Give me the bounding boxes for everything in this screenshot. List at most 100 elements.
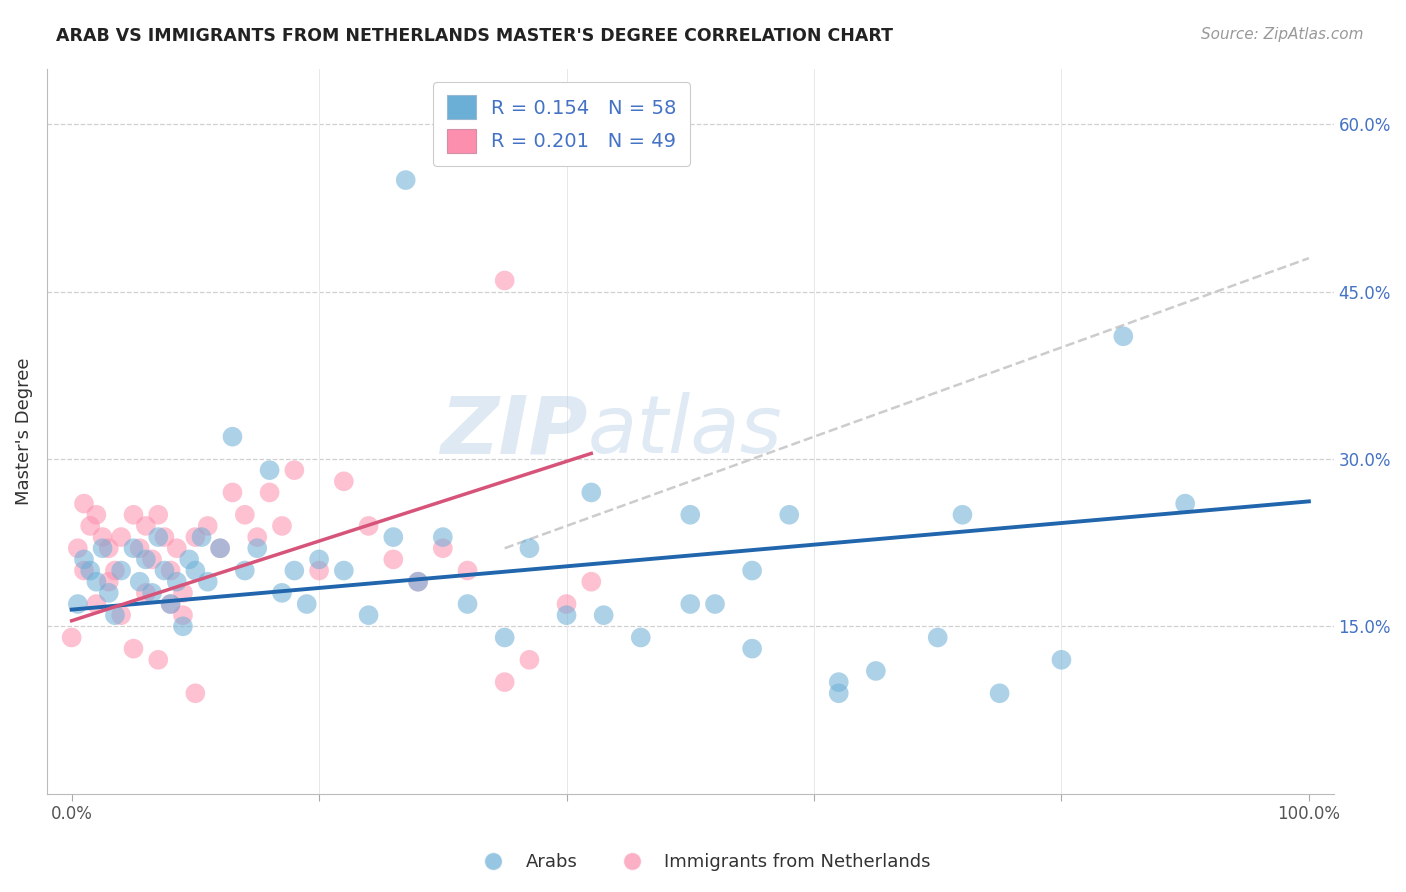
Point [592, 608, 614, 623]
Point [66, 597, 89, 611]
Point [1050, 653, 1073, 667]
Point [271, 519, 294, 533]
Point [778, 508, 800, 522]
Point [952, 508, 974, 522]
Point [519, 653, 541, 667]
Text: ARAB VS IMMIGRANTS FROM NETHERLANDS MASTER'S DEGREE CORRELATION CHART: ARAB VS IMMIGRANTS FROM NETHERLANDS MAST… [56, 27, 893, 45]
Point [79, 564, 101, 578]
Point [172, 586, 194, 600]
Point [172, 619, 194, 633]
Point [630, 631, 652, 645]
Point [432, 530, 454, 544]
Point [246, 541, 269, 556]
Point [221, 485, 243, 500]
Point [104, 608, 127, 623]
Point [190, 530, 212, 544]
Text: Source: ZipAtlas.com: Source: ZipAtlas.com [1201, 27, 1364, 42]
Point [184, 564, 207, 578]
Point [494, 675, 516, 690]
Point [172, 608, 194, 623]
Point [333, 564, 356, 578]
Point [406, 574, 429, 589]
Point [86, 597, 108, 611]
Point [91, 530, 114, 544]
Legend: R = 0.154   N = 58, R = 0.201   N = 49: R = 0.154 N = 58, R = 0.201 N = 49 [433, 82, 690, 166]
Point [457, 564, 479, 578]
Point [246, 530, 269, 544]
Point [741, 641, 763, 656]
Point [128, 541, 150, 556]
Point [555, 597, 578, 611]
Point [122, 641, 145, 656]
Point [141, 552, 163, 566]
Point [221, 430, 243, 444]
Point [519, 541, 541, 556]
Point [104, 564, 127, 578]
Point [73, 552, 96, 566]
Point [1112, 329, 1135, 343]
Point [122, 508, 145, 522]
Point [184, 530, 207, 544]
Point [704, 597, 727, 611]
Point [581, 485, 603, 500]
Point [97, 574, 120, 589]
Point [679, 508, 702, 522]
Point [148, 508, 170, 522]
Point [357, 608, 380, 623]
Point [494, 631, 516, 645]
Point [73, 497, 96, 511]
Point [86, 574, 108, 589]
Point [66, 541, 89, 556]
Point [581, 574, 603, 589]
Point [828, 675, 851, 690]
Point [128, 574, 150, 589]
Point [555, 608, 578, 623]
Point [295, 597, 318, 611]
Point [406, 574, 429, 589]
Point [91, 541, 114, 556]
Point [927, 631, 949, 645]
Point [679, 597, 702, 611]
Point [86, 508, 108, 522]
Point [110, 530, 132, 544]
Legend: Arabs, Immigrants from Netherlands: Arabs, Immigrants from Netherlands [468, 847, 938, 879]
Point [209, 541, 232, 556]
Point [159, 597, 181, 611]
Point [828, 686, 851, 700]
Point [159, 597, 181, 611]
Point [148, 530, 170, 544]
Point [395, 173, 418, 187]
Point [184, 686, 207, 700]
Point [110, 608, 132, 623]
Point [233, 508, 256, 522]
Point [432, 541, 454, 556]
Point [271, 586, 294, 600]
Point [233, 564, 256, 578]
Point [382, 530, 405, 544]
Point [283, 564, 305, 578]
Point [283, 463, 305, 477]
Point [135, 552, 157, 566]
Text: ZIP: ZIP [440, 392, 588, 470]
Point [197, 519, 219, 533]
Point [141, 586, 163, 600]
Point [865, 664, 887, 678]
Point [259, 485, 281, 500]
Point [357, 519, 380, 533]
Point [135, 586, 157, 600]
Y-axis label: Master's Degree: Master's Degree [15, 358, 32, 505]
Point [60, 631, 83, 645]
Point [308, 552, 330, 566]
Point [153, 564, 176, 578]
Point [259, 463, 281, 477]
Point [166, 541, 188, 556]
Point [382, 552, 405, 566]
Point [73, 564, 96, 578]
Point [153, 530, 176, 544]
Point [1174, 497, 1197, 511]
Point [457, 597, 479, 611]
Point [159, 564, 181, 578]
Point [110, 564, 132, 578]
Point [333, 475, 356, 489]
Point [166, 574, 188, 589]
